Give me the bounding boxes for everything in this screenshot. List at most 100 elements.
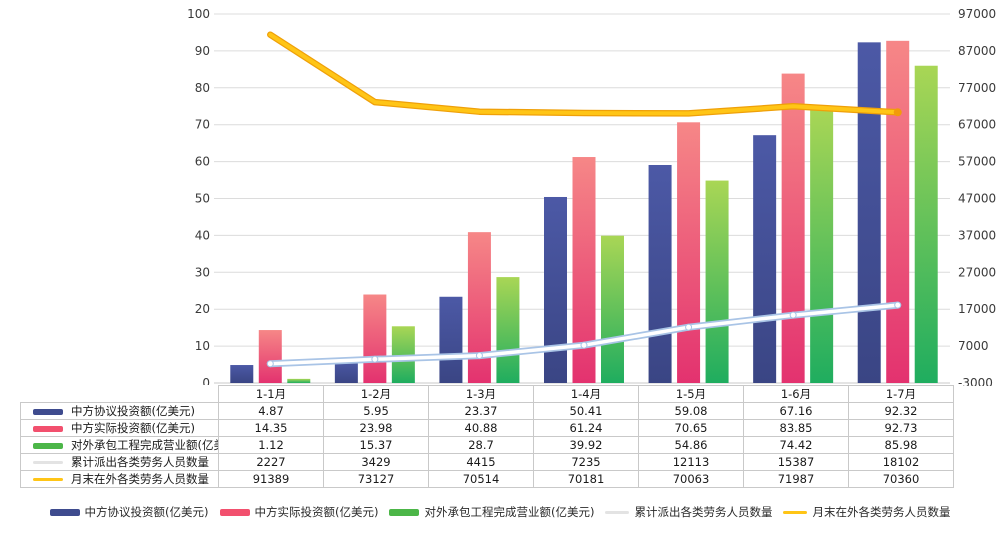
value-cell: 7235: [533, 453, 639, 471]
left-axis-tick-label: 50: [195, 192, 210, 206]
series-name: 月末在外各类劳务人员数量: [71, 472, 209, 486]
data-table: 1-1月 1-2月 1-3月 1-4月 1-5月 1-6月 1-7月 中方协议投资额(亿美元)…: [20, 385, 954, 488]
value-cell: 70514: [428, 470, 534, 488]
right-axis-tick-label: 67000: [958, 118, 996, 132]
legend-label: 中方实际投资额(亿美元): [254, 505, 379, 519]
bar-actual-investment: [677, 122, 701, 383]
line-series-swatch-icon: [783, 510, 808, 514]
legend-item[interactable]: 中方协议投资额(亿美元): [49, 504, 209, 520]
legend-label: 对外承包工程完成营业额(亿美元): [424, 505, 595, 519]
value-cell: 85.98: [848, 436, 954, 454]
left-axis-tick-label: 40: [195, 228, 210, 242]
right-axis-tick-label: 17000: [958, 302, 996, 316]
bar-actual-investment: [258, 330, 282, 383]
value-cell: 4415: [428, 453, 534, 471]
value-cell: 23.37: [428, 402, 534, 420]
left-axis-tick-label: 20: [195, 302, 210, 316]
value-cell: 12113: [638, 453, 744, 471]
column-header-cell: 1-7月: [848, 385, 954, 403]
left-axis-tick-label: 80: [195, 81, 210, 95]
value-cell: 15.37: [323, 436, 429, 454]
bar-series-swatch-icon: [33, 408, 63, 415]
value-cell: 28.7: [428, 436, 534, 454]
right-axis-tick-label: 7000: [958, 339, 989, 353]
left-axis-tick-label: 60: [195, 155, 210, 169]
legend-item[interactable]: 对外承包工程完成营业额(亿美元): [389, 504, 594, 520]
value-cell: 61.24: [533, 419, 639, 437]
bar-contract-turnover: [810, 108, 834, 383]
line-monthend-workers: [268, 32, 900, 116]
bar-agreed-investment: [753, 135, 777, 383]
chart-legend: 中方协议投资额(亿美元) 中方实际投资额(亿美元) 对外承包工程完成营业额(亿美元)…: [0, 504, 1000, 520]
legend-item[interactable]: 中方实际投资额(亿美元): [219, 504, 379, 520]
legend-label: 中方协议投资额(亿美元): [84, 505, 209, 519]
series-label-cell: 月末在外各类劳务人员数量: [20, 470, 219, 488]
bar-agreed-investment: [439, 296, 463, 383]
column-header-cell: 1-3月: [428, 385, 534, 403]
legend-item[interactable]: 累计派出各类劳务人员数量: [605, 504, 772, 520]
bar-series-swatch-icon: [33, 425, 63, 432]
value-cell: 54.86: [638, 436, 744, 454]
left-axis-tick-label: 30: [195, 265, 210, 279]
value-cell: 50.41: [533, 402, 639, 420]
value-cell: 74.42: [743, 436, 849, 454]
table-row: 中方实际投资额(亿美元) 14.35 23.98 40.88 61.24 70.65 83.…: [20, 419, 954, 437]
line-point-marker: [894, 301, 902, 309]
bar-contract-turnover: [391, 326, 415, 383]
value-cell: 18102: [848, 453, 954, 471]
value-cell: 71987: [743, 470, 849, 488]
left-axis-tick-label: 90: [195, 44, 210, 58]
bar-actual-investment: [363, 294, 387, 383]
value-cell: 1.12: [218, 436, 324, 454]
series-name: 中方实际投资额(亿美元): [71, 421, 195, 435]
value-cell: 5.95: [323, 402, 429, 420]
right-axis-tick-label: 77000: [958, 81, 996, 95]
bar-contract-turnover: [914, 65, 938, 384]
value-cell: 70063: [638, 470, 744, 488]
bar-actual-investment: [886, 40, 910, 384]
bar-agreed-investment: [857, 42, 881, 383]
bar-contract-turnover: [705, 180, 729, 383]
value-cell: 70360: [848, 470, 954, 488]
bar-contract-turnover: [601, 235, 624, 383]
bar-agreed-investment: [544, 196, 567, 383]
value-cell: 73127: [323, 470, 429, 488]
value-cell: 59.08: [638, 402, 744, 420]
value-cell: 15387: [743, 453, 849, 471]
table-row: 中方协议投资额(亿美元) 4.87 5.95 23.37 50.41 59.08 67.16…: [20, 402, 954, 420]
value-cell: 2227: [218, 453, 324, 471]
value-cell: 67.16: [743, 402, 849, 420]
right-axis-tick-label: 37000: [958, 228, 996, 242]
right-axis-tick-label: 97000: [958, 7, 996, 21]
line-point-marker: [266, 360, 274, 368]
value-cell: 92.73: [848, 419, 954, 437]
right-axis-tick-label: 27000: [958, 265, 996, 279]
series-label-cell: 中方实际投资额(亿美元): [20, 419, 219, 437]
right-axis-tick-label: 57000: [958, 155, 996, 169]
series-label-cell: 对外承包工程完成营业额(亿美元): [20, 436, 219, 454]
legend-item[interactable]: 月末在外各类劳务人员数量: [783, 504, 950, 520]
chart-plot-area: 0 -3000 10 7000 20 17000 30 27000 40 37000 50 47000…: [187, 7, 996, 390]
right-axis-tick-label: -3000: [958, 376, 993, 386]
line-point-marker: [475, 352, 483, 360]
value-cell: 40.88: [428, 419, 534, 437]
left-axis-tick-label: 0: [202, 376, 210, 386]
value-cell: 91389: [218, 470, 324, 488]
line-series-swatch-icon: [605, 510, 630, 514]
value-cell: 39.92: [533, 436, 639, 454]
bar-agreed-investment: [648, 164, 672, 383]
right-axis-tick-label: 87000: [958, 44, 996, 58]
legend-label: 月末在外各类劳务人员数量: [812, 505, 951, 519]
blank-corner-cell: [21, 386, 219, 403]
bar-agreed-investment: [230, 365, 254, 383]
bar-contract-turnover: [496, 277, 520, 383]
value-cell: 14.35: [218, 419, 324, 437]
value-cell: 3429: [323, 453, 429, 471]
line-point-marker: [789, 311, 797, 319]
value-cell: 23.98: [323, 419, 429, 437]
table-row: 月末在外各类劳务人员数量 91389 73127 70514 70181 70063 719…: [20, 470, 954, 488]
line-point-marker: [371, 355, 379, 363]
series-name: 累计派出各类劳务人员数量: [71, 455, 209, 469]
line-series-swatch-icon: [33, 461, 63, 464]
